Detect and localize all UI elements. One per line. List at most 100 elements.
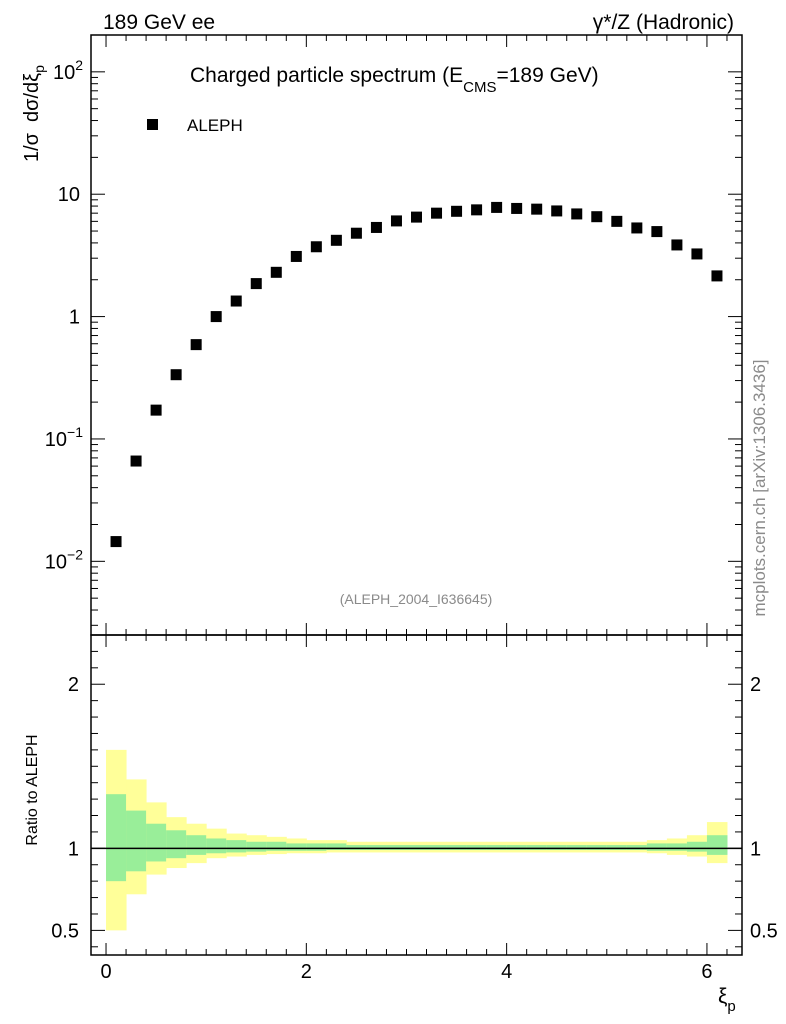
data-point	[511, 202, 523, 214]
data-point	[370, 221, 382, 233]
ratio-band-green	[106, 794, 127, 882]
data-point	[330, 234, 342, 246]
main-y-tick-label: 102	[53, 57, 83, 84]
data-point	[210, 311, 222, 323]
main-ylabel-sub: p	[31, 65, 47, 73]
ratio-band-green	[246, 841, 267, 852]
header-right: γ*/Z (Hadronic)	[593, 11, 734, 34]
ratio-y-tick-label-left: 1	[68, 838, 79, 860]
data-point	[310, 241, 322, 253]
main-y-tick-label: 10−2	[45, 546, 83, 573]
main-y-tick-label: 1	[69, 307, 80, 329]
ratio-band-green	[306, 843, 327, 851]
x-label-sub: p	[727, 998, 735, 1015]
ratio-plot-frame	[90, 634, 743, 956]
ratio-band-green	[586, 845, 608, 850]
ratio-band-green	[286, 843, 307, 851]
data-point	[631, 222, 643, 234]
main-y-tick-label: 10−1	[45, 424, 83, 451]
ratio-y-tick-label-right: 0.5	[750, 920, 778, 942]
x-label-text: ξ	[718, 985, 727, 1008]
ratio-band-green	[426, 845, 448, 850]
ratio-band-green	[326, 843, 347, 850]
ratio-band-green	[206, 838, 227, 854]
ratio-band-green	[666, 843, 688, 851]
main-ylabel-prefix: 1/σ	[21, 132, 43, 162]
data-point	[130, 455, 142, 467]
ratio-band-green	[266, 841, 287, 851]
data-point	[431, 207, 443, 219]
tick-exponent: −2	[67, 546, 83, 562]
main-ylabel-text: dσ/dξ	[21, 73, 43, 122]
data-point	[150, 404, 162, 416]
main-y-tick-label: 10	[58, 184, 80, 206]
ratio-band-green	[486, 845, 508, 850]
tick-exponent: −1	[67, 424, 83, 440]
data-point	[190, 339, 202, 351]
tick-exponent: 2	[75, 57, 83, 73]
ratio-y-tick-label-right: 1	[750, 838, 761, 860]
data-point	[250, 278, 262, 290]
header-left: 189 GeV ee	[103, 11, 215, 34]
data-point	[531, 203, 543, 215]
data-point	[451, 205, 463, 217]
data-point	[551, 205, 563, 217]
ratio-band-green	[366, 845, 387, 850]
tick-base: 10	[53, 62, 75, 84]
ratio-band-green	[126, 810, 147, 872]
main-title-end: =189 GeV)	[496, 64, 598, 87]
ratio-band-green	[566, 845, 588, 850]
side-label: mcplots.cern.ch [arXiv:1306.3436]	[750, 359, 769, 616]
data-point	[471, 204, 483, 216]
ratio-band-green	[506, 845, 528, 850]
data-point	[571, 208, 583, 220]
x-tick-label: 4	[501, 961, 512, 983]
data-point	[611, 215, 623, 227]
ratio-band-green	[406, 845, 428, 850]
ratio-y-tick-label-left: 2	[68, 674, 79, 696]
main-title: Charged particle spectrum (ECMS=189 GeV)	[190, 64, 599, 96]
data-point	[691, 248, 703, 260]
ratio-band-green	[686, 841, 708, 852]
ratio-band-green	[346, 845, 367, 850]
main-title-text: Charged particle spectrum (E	[190, 64, 463, 87]
ratio-band-green	[546, 845, 568, 850]
x-tick-label: 2	[301, 961, 312, 983]
main-y-axis-label: 1/σ dσ/dξp	[21, 65, 47, 162]
x-axis-label: ξp	[718, 985, 736, 1015]
ratio-band-green	[646, 843, 668, 851]
ratio-y-tick-label-left: 0.5	[51, 920, 79, 942]
legend-marker	[147, 119, 158, 130]
data-point	[411, 211, 422, 223]
ratio-band-green	[466, 845, 488, 850]
data-point	[491, 201, 503, 213]
data-point	[290, 250, 302, 262]
x-tick-label: 6	[701, 961, 712, 983]
main-ylabel-main: dσ/dξp	[21, 65, 47, 122]
data-point	[230, 295, 242, 307]
ratio-band-green	[186, 835, 207, 855]
x-tick-label: 0	[100, 961, 111, 983]
data-point	[110, 536, 122, 548]
analysis-id: (ALEPH_2004_I636645)	[340, 591, 493, 607]
ratio-band-green	[606, 845, 628, 850]
tick-base: 10	[45, 551, 67, 573]
ratio-band-green	[166, 830, 187, 859]
data-point	[591, 211, 603, 223]
legend-label: ALEPH	[187, 116, 243, 135]
data-point	[711, 270, 723, 282]
data-point	[350, 227, 362, 239]
data-point	[671, 239, 683, 251]
data-point	[270, 266, 282, 278]
ratio-band-green	[446, 845, 468, 850]
ratio-band-green	[146, 823, 167, 862]
data-point	[390, 215, 402, 227]
ratio-band-green	[706, 835, 728, 855]
data-point	[651, 226, 663, 238]
ratio-band-green	[386, 845, 407, 850]
ratio-band-green	[626, 845, 648, 850]
ratio-band-green	[226, 840, 247, 853]
main-title-sub: CMS	[463, 79, 496, 96]
